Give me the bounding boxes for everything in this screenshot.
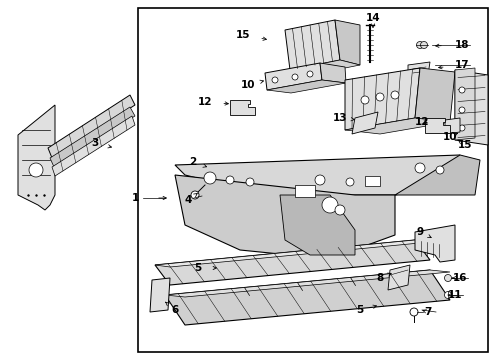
Circle shape	[444, 292, 451, 298]
Polygon shape	[395, 155, 480, 195]
Polygon shape	[175, 155, 460, 195]
Polygon shape	[155, 240, 430, 267]
Text: 1: 1	[131, 193, 139, 203]
Polygon shape	[52, 116, 135, 176]
Text: 18: 18	[455, 40, 469, 50]
Circle shape	[335, 205, 345, 215]
Polygon shape	[150, 278, 170, 312]
Circle shape	[346, 178, 354, 186]
Text: 13: 13	[333, 113, 347, 123]
Text: 7: 7	[424, 307, 432, 317]
Bar	[365, 176, 380, 186]
Text: 10: 10	[241, 80, 255, 90]
Polygon shape	[50, 107, 135, 167]
Text: 8: 8	[376, 273, 384, 283]
Text: 2: 2	[189, 157, 196, 167]
Circle shape	[307, 71, 313, 77]
Circle shape	[191, 191, 199, 199]
Text: 4: 4	[184, 195, 192, 205]
Text: 3: 3	[91, 138, 98, 148]
Polygon shape	[155, 240, 430, 285]
Polygon shape	[230, 100, 255, 115]
Circle shape	[29, 163, 43, 177]
Text: 9: 9	[416, 227, 423, 237]
Circle shape	[444, 274, 451, 282]
Text: 5: 5	[195, 263, 201, 273]
Circle shape	[322, 197, 338, 213]
Text: 5: 5	[356, 305, 364, 315]
Circle shape	[436, 166, 444, 174]
Polygon shape	[415, 225, 455, 262]
Circle shape	[410, 308, 418, 316]
Polygon shape	[320, 63, 346, 83]
Polygon shape	[455, 70, 488, 145]
Polygon shape	[455, 68, 475, 140]
Polygon shape	[165, 270, 450, 297]
Text: 10: 10	[443, 132, 457, 142]
Circle shape	[420, 41, 427, 49]
Circle shape	[376, 93, 384, 101]
Text: 15: 15	[458, 140, 472, 150]
Polygon shape	[267, 80, 346, 93]
Bar	[295, 185, 315, 197]
Text: 17: 17	[455, 60, 469, 70]
Circle shape	[315, 175, 325, 185]
Polygon shape	[335, 20, 360, 65]
Text: 16: 16	[453, 273, 467, 283]
Polygon shape	[265, 63, 322, 90]
Polygon shape	[352, 112, 378, 134]
Polygon shape	[175, 175, 395, 255]
Polygon shape	[408, 62, 430, 78]
Polygon shape	[345, 118, 450, 134]
Circle shape	[361, 96, 369, 104]
Polygon shape	[415, 68, 455, 122]
Polygon shape	[18, 105, 55, 210]
Circle shape	[204, 172, 216, 184]
Text: 6: 6	[172, 305, 179, 315]
Polygon shape	[285, 20, 340, 70]
Text: 12: 12	[198, 97, 212, 107]
Polygon shape	[280, 195, 355, 255]
Polygon shape	[48, 95, 135, 158]
Polygon shape	[445, 118, 460, 134]
Polygon shape	[388, 265, 410, 290]
Polygon shape	[290, 60, 360, 75]
Text: 12: 12	[415, 117, 429, 127]
Circle shape	[459, 107, 465, 113]
Bar	[138, 8, 488, 352]
Circle shape	[391, 91, 399, 99]
Circle shape	[416, 41, 423, 49]
Polygon shape	[425, 118, 450, 133]
Circle shape	[459, 87, 465, 93]
Polygon shape	[165, 270, 450, 325]
Polygon shape	[345, 68, 420, 130]
Text: 11: 11	[448, 290, 462, 300]
Circle shape	[415, 163, 425, 173]
Text: 15: 15	[236, 30, 250, 40]
Text: 14: 14	[366, 13, 380, 23]
Circle shape	[246, 178, 254, 186]
Circle shape	[292, 74, 298, 80]
Circle shape	[226, 176, 234, 184]
Circle shape	[272, 77, 278, 83]
Circle shape	[459, 125, 465, 131]
